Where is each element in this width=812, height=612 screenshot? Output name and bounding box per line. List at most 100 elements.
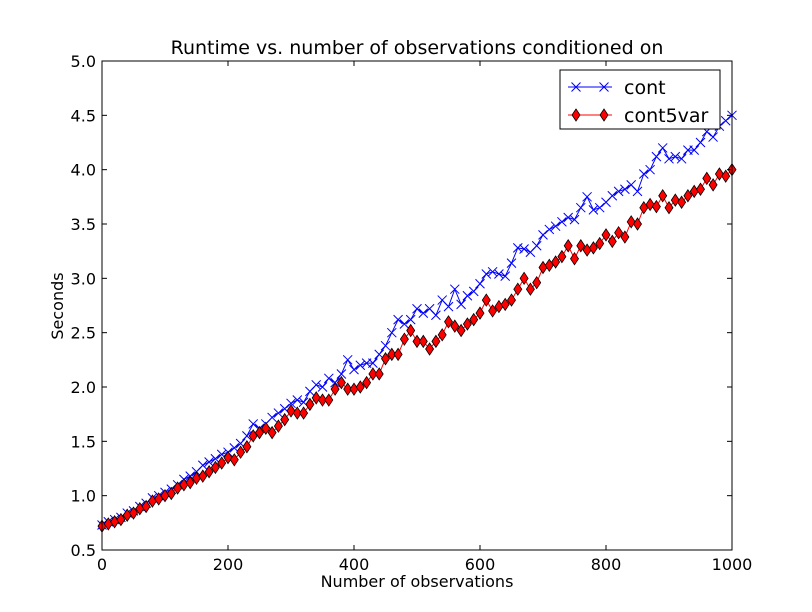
data-point-cont5var (273, 419, 283, 433)
data-point-cont (311, 379, 322, 390)
data-point-cont (418, 308, 429, 318)
data-point-cont (273, 408, 284, 418)
data-point-cont (393, 314, 403, 325)
data-point-cont5var (299, 406, 309, 420)
data-point-cont5var (185, 475, 195, 490)
x-tick-label: 200 (213, 555, 244, 574)
data-point-cont5var (456, 323, 466, 338)
data-point-cont5var (626, 215, 636, 229)
data-point-cont (468, 286, 479, 297)
y-tick-label: 2.5 (71, 324, 96, 343)
data-point-cont5var (664, 200, 674, 215)
y-tick-label: 5.0 (71, 52, 96, 71)
data-point-cont5var (570, 252, 579, 266)
data-point-cont (506, 258, 517, 268)
data-point-cont (708, 132, 718, 142)
data-point-cont5var (670, 193, 680, 207)
data-point-cont5var (702, 171, 712, 186)
data-point-cont5var (166, 486, 176, 501)
data-point-cont (607, 190, 618, 201)
data-point-cont (317, 382, 328, 392)
data-point-cont (550, 221, 561, 232)
data-point-cont5var (507, 293, 516, 307)
data-point-cont5var (305, 397, 315, 412)
data-point-cont (695, 137, 706, 148)
x-tick-label: 800 (591, 555, 622, 574)
data-point-cont5var (387, 347, 397, 362)
data-point-cont (292, 395, 303, 405)
data-point-cont5var (488, 304, 498, 318)
data-point-cont5var (229, 453, 239, 467)
data-point-cont5var (601, 228, 611, 242)
data-point-cont (449, 284, 460, 295)
data-point-cont5var (336, 375, 346, 390)
data-point-cont (594, 202, 605, 213)
data-point-cont5var (532, 275, 542, 290)
data-point-cont5var (588, 241, 598, 255)
data-point-cont (557, 216, 567, 227)
chart-title: Runtime vs. number of observations condi… (171, 37, 664, 59)
data-point-cont5var (450, 319, 460, 333)
legend-box (559, 69, 721, 130)
legend-marker-cont5var (599, 108, 609, 122)
data-point-cont5var (116, 512, 126, 527)
data-point-cont (355, 360, 366, 371)
data-point-cont5var (595, 236, 605, 251)
data-point-cont5var (633, 217, 642, 231)
data-point-cont5var (381, 352, 390, 366)
y-tick-label: 1.5 (71, 432, 96, 451)
data-point-cont5var (362, 375, 372, 390)
y-tick-label: 3.0 (71, 269, 96, 288)
data-point-cont (494, 269, 504, 279)
data-point-cont (456, 299, 466, 310)
data-point-cont5var (469, 312, 479, 327)
data-point-cont (689, 145, 700, 155)
data-point-cont5var (406, 323, 416, 338)
data-point-cont (349, 364, 359, 375)
data-point-cont5var (418, 334, 428, 349)
data-point-cont (342, 354, 353, 365)
data-point-cont (475, 278, 485, 289)
data-point-cont (481, 269, 492, 279)
data-point-cont (632, 186, 643, 197)
data-point-cont5var (267, 425, 277, 440)
data-point-cont5var (412, 334, 422, 349)
data-point-cont (500, 271, 511, 282)
data-point-cont5var (645, 197, 655, 212)
series-layer (97, 110, 737, 533)
data-point-cont (538, 230, 548, 240)
data-point-cont5var (280, 412, 290, 427)
data-point-cont5var (330, 382, 340, 396)
data-point-cont (613, 186, 624, 197)
data-point-cont5var (129, 506, 138, 520)
data-point-cont (242, 431, 252, 441)
data-point-cont5var (217, 456, 227, 470)
x-tick-label: 400 (339, 555, 370, 574)
data-point-cont (588, 205, 599, 215)
data-point-cont5var (374, 367, 384, 381)
data-point-cont5var (651, 199, 661, 214)
data-point-cont (664, 153, 674, 164)
data-point-cont (563, 212, 574, 223)
data-point-cont5var (324, 393, 334, 407)
data-point-cont5var (576, 239, 586, 253)
data-point-cont5var (210, 460, 220, 475)
data-point-cont5var (721, 169, 731, 183)
data-point-cont5var (292, 406, 302, 420)
data-point-cont (197, 460, 208, 471)
data-point-cont5var (551, 255, 561, 269)
data-point-cont5var (141, 499, 151, 514)
data-point-cont5var (431, 334, 441, 349)
data-point-cont5var (614, 225, 624, 240)
data-point-cont5var (513, 282, 523, 296)
data-point-cont5var (286, 404, 296, 418)
data-point-cont5var (198, 469, 208, 483)
data-point-cont (368, 358, 378, 368)
data-point-cont (569, 214, 580, 225)
data-point-cont (645, 164, 655, 175)
data-point-cont (487, 266, 498, 277)
data-point-cont5var (677, 195, 687, 209)
data-point-cont5var (355, 380, 365, 394)
legend-label-cont5var: cont5var (624, 105, 709, 127)
